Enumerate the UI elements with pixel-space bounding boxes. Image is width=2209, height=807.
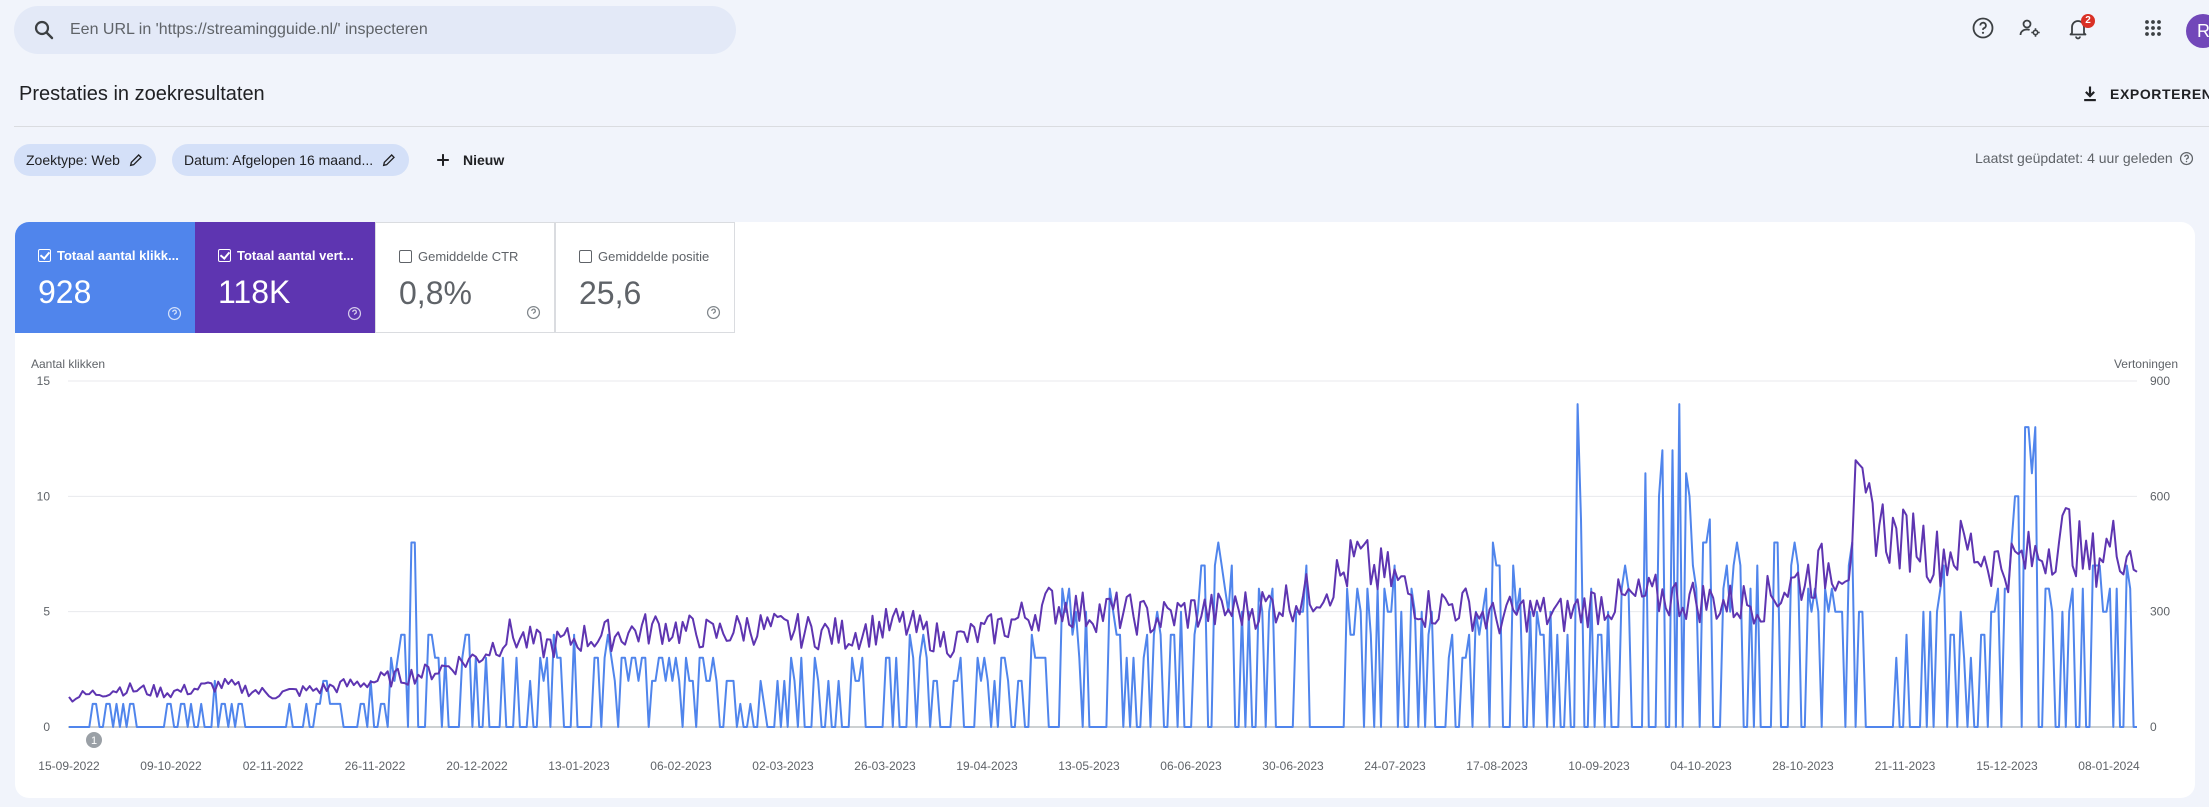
x-tick-label: 09-10-2022 bbox=[140, 759, 202, 773]
annotation-marker[interactable]: 1 bbox=[86, 732, 102, 748]
y-left-tick-label: 5 bbox=[43, 605, 50, 619]
x-tick-label: 20-12-2022 bbox=[446, 759, 508, 773]
last-updated-text: Laatst geüpdatet: 4 uur geleden bbox=[1975, 150, 2173, 166]
x-tick-label: 19-04-2023 bbox=[956, 759, 1018, 773]
y-right-axis-label: Vertoningen bbox=[2114, 357, 2178, 371]
x-tick-label: 13-05-2023 bbox=[1058, 759, 1120, 773]
download-icon bbox=[2084, 86, 2096, 102]
avatar[interactable]: R bbox=[2186, 14, 2209, 48]
metric-total-clicks[interactable]: Totaal aantal klikk... 928 bbox=[15, 222, 195, 333]
help-circle-icon[interactable] bbox=[347, 306, 362, 321]
metric-label: Totaal aantal vert... bbox=[218, 248, 354, 263]
x-tick-label: 06-06-2023 bbox=[1160, 759, 1222, 773]
chip-label: Zoektype: Web bbox=[26, 152, 120, 168]
x-tick-label: 15-12-2023 bbox=[1976, 759, 2038, 773]
x-tick-label: 15-09-2022 bbox=[38, 759, 100, 773]
metric-label: Gemiddelde positie bbox=[579, 249, 709, 264]
x-tick-label: 17-08-2023 bbox=[1466, 759, 1528, 773]
y-right-tick-label: 900 bbox=[2150, 374, 2170, 388]
search-input[interactable] bbox=[70, 14, 710, 46]
checkbox-icon[interactable] bbox=[218, 249, 231, 262]
x-tick-label: 28-10-2023 bbox=[1772, 759, 1834, 773]
help-circle-icon[interactable] bbox=[167, 306, 182, 321]
filter-chip-date[interactable]: Datum: Afgelopen 16 maand... bbox=[172, 144, 410, 176]
metric-average-ctr[interactable]: Gemiddelde CTR 0,8% bbox=[375, 222, 555, 333]
metric-value: 25,6 bbox=[579, 275, 642, 311]
help-icon[interactable] bbox=[1971, 16, 1995, 40]
series-line-clicks[interactable] bbox=[69, 403, 2137, 728]
edit-pencil-icon[interactable] bbox=[128, 152, 144, 168]
export-button[interactable]: EXPORTEREN bbox=[2080, 82, 2209, 106]
help-circle-icon[interactable] bbox=[2179, 151, 2194, 166]
metric-label: Totaal aantal klikk... bbox=[38, 248, 179, 263]
manage-accounts-icon[interactable] bbox=[2018, 16, 2042, 40]
last-updated: Laatst geüpdatet: 4 uur geleden bbox=[1975, 150, 2194, 166]
search-icon bbox=[34, 20, 54, 40]
x-tick-label: 06-02-2023 bbox=[650, 759, 712, 773]
checkbox-icon[interactable] bbox=[38, 249, 51, 262]
metric-label-text: Gemiddelde CTR bbox=[418, 249, 519, 264]
y-left-tick-label: 0 bbox=[43, 720, 50, 734]
x-tick-label: 08-01-2024 bbox=[2078, 759, 2140, 773]
x-tick-label: 26-03-2023 bbox=[854, 759, 916, 773]
x-tick-label: 02-11-2022 bbox=[243, 759, 304, 773]
annotation-marker-label: 1 bbox=[91, 735, 97, 747]
plus-icon bbox=[437, 154, 449, 166]
filter-chip-search-type[interactable]: Zoektype: Web bbox=[14, 144, 156, 176]
help-circle-icon[interactable] bbox=[706, 305, 721, 320]
metric-label-text: Gemiddelde positie bbox=[598, 249, 710, 264]
new-filter-button[interactable]: Nieuw bbox=[433, 145, 504, 175]
x-tick-label: 02-03-2023 bbox=[752, 759, 814, 773]
x-tick-label: 04-10-2023 bbox=[1670, 759, 1732, 773]
metric-value: 928 bbox=[38, 274, 92, 310]
x-tick-label: 13-01-2023 bbox=[548, 759, 610, 773]
divider bbox=[14, 126, 2209, 127]
export-label: EXPORTEREN bbox=[2110, 86, 2209, 102]
x-tick-label: 24-07-2023 bbox=[1364, 759, 1426, 773]
y-left-tick-label: 10 bbox=[37, 489, 51, 503]
edit-pencil-icon[interactable] bbox=[381, 152, 397, 168]
search-bar[interactable] bbox=[14, 6, 736, 54]
metric-label: Gemiddelde CTR bbox=[399, 249, 518, 264]
y-right-tick-label: 600 bbox=[2150, 489, 2170, 503]
metric-label-text: Totaal aantal vert... bbox=[237, 248, 354, 263]
metric-value: 0,8% bbox=[399, 275, 472, 311]
metric-total-impressions[interactable]: Totaal aantal vert... 118K bbox=[195, 222, 375, 333]
notification-badge: 2 bbox=[2081, 14, 2095, 28]
series-line-impressions[interactable] bbox=[68, 459, 2138, 703]
page-title: Prestaties in zoekresultaten bbox=[19, 83, 265, 105]
new-filter-label: Nieuw bbox=[463, 152, 505, 168]
y-left-axis-label: Aantal klikken bbox=[31, 357, 105, 371]
chip-label: Datum: Afgelopen 16 maand... bbox=[184, 152, 374, 168]
x-tick-label: 21-11-2023 bbox=[1875, 759, 1936, 773]
x-tick-label: 30-06-2023 bbox=[1262, 759, 1324, 773]
metric-label-text: Totaal aantal klikk... bbox=[57, 248, 179, 263]
help-circle-icon[interactable] bbox=[526, 305, 541, 320]
performance-card bbox=[15, 222, 2195, 798]
bell-icon[interactable] bbox=[2066, 16, 2090, 40]
apps-grid-icon[interactable] bbox=[2141, 16, 2165, 40]
metric-average-position[interactable]: Gemiddelde positie 25,6 bbox=[555, 222, 735, 333]
y-left-tick-label: 15 bbox=[37, 374, 51, 388]
checkbox-icon[interactable] bbox=[399, 250, 412, 263]
x-tick-label: 10-09-2023 bbox=[1568, 759, 1630, 773]
metric-value: 118K bbox=[218, 274, 291, 310]
y-right-tick-label: 0 bbox=[2150, 720, 2157, 734]
y-right-tick-label: 300 bbox=[2150, 605, 2170, 619]
checkbox-icon[interactable] bbox=[579, 250, 592, 263]
x-tick-label: 26-11-2022 bbox=[345, 759, 406, 773]
